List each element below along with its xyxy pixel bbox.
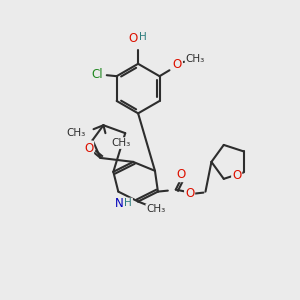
Text: O: O (128, 32, 138, 44)
Text: O: O (173, 58, 182, 71)
Text: N: N (115, 197, 124, 210)
Text: H: H (139, 32, 147, 42)
Text: CH₃: CH₃ (146, 204, 166, 214)
Text: CH₃: CH₃ (112, 138, 131, 148)
Text: CH₃: CH₃ (66, 128, 85, 138)
Text: CH₃: CH₃ (186, 54, 205, 64)
Text: O: O (176, 168, 185, 181)
Text: H: H (124, 199, 132, 208)
Text: Cl: Cl (91, 68, 103, 81)
Text: O: O (232, 169, 241, 182)
Text: O: O (185, 187, 194, 200)
Text: O: O (84, 142, 93, 154)
